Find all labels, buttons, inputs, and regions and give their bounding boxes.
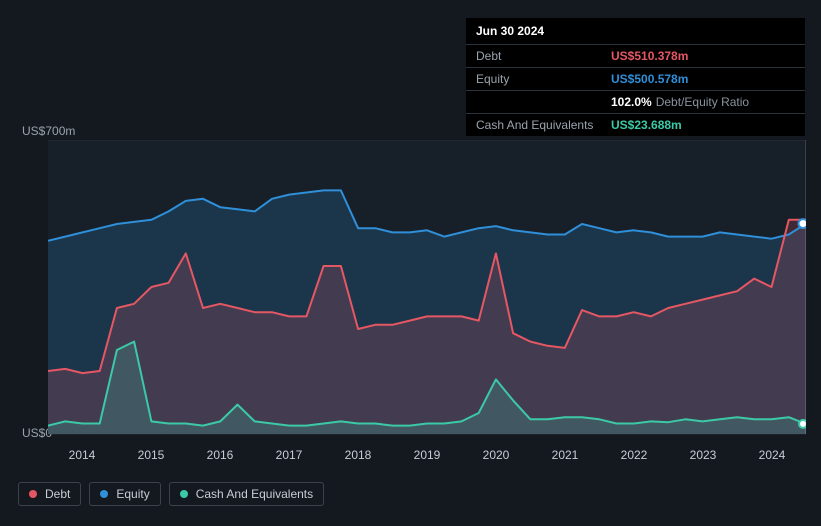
tooltip-label (476, 95, 611, 109)
x-tick: 2023 (669, 448, 737, 462)
x-tick: 2015 (117, 448, 185, 462)
x-tick: 2016 (186, 448, 254, 462)
x-tick: 2021 (531, 448, 599, 462)
y-axis-max: US$700m (22, 124, 75, 138)
tooltip-label: Debt (476, 49, 611, 63)
tooltip-row: DebtUS$510.378m (466, 45, 805, 68)
x-tick: 2014 (48, 448, 116, 462)
tooltip-row: Cash And EquivalentsUS$23.688m (466, 114, 805, 136)
tooltip-label: Cash And Equivalents (476, 118, 611, 132)
legend-dot (29, 490, 37, 498)
tooltip-value: 102.0% (611, 95, 652, 109)
legend-dot (100, 490, 108, 498)
tooltip-value: US$500.578m (611, 72, 688, 86)
x-tick: 2020 (462, 448, 530, 462)
tooltip-row: EquityUS$500.578m (466, 68, 805, 91)
x-tick: 2018 (324, 448, 392, 462)
legend-label: Cash And Equivalents (196, 487, 313, 501)
tooltip-value: US$510.378m (611, 49, 688, 63)
x-axis: 2014201520162017201820192020202120222023… (48, 448, 806, 462)
cursor-line (805, 140, 806, 434)
chart-area (16, 140, 806, 440)
tooltip-value: US$23.688m (611, 118, 682, 132)
x-tick: 2024 (738, 448, 806, 462)
x-tick: 2017 (255, 448, 323, 462)
tooltip-suffix: Debt/Equity Ratio (656, 95, 749, 109)
tooltip-date: Jun 30 2024 (466, 18, 805, 45)
tooltip-label: Equity (476, 72, 611, 86)
chart-svg (48, 140, 806, 434)
legend: Debt Equity Cash And Equivalents (18, 482, 324, 506)
legend-dot (180, 490, 188, 498)
legend-label: Equity (116, 487, 149, 501)
tooltip-row: 102.0% Debt/Equity Ratio (466, 91, 805, 114)
legend-item-equity[interactable]: Equity (89, 482, 160, 506)
chart-plot[interactable] (48, 140, 806, 434)
legend-label: Debt (45, 487, 70, 501)
legend-item-debt[interactable]: Debt (18, 482, 81, 506)
x-tick: 2022 (600, 448, 668, 462)
x-tick: 2019 (393, 448, 461, 462)
legend-item-cash-and-equivalents[interactable]: Cash And Equivalents (169, 482, 324, 506)
chart-tooltip: Jun 30 2024 DebtUS$510.378mEquityUS$500.… (466, 18, 805, 136)
